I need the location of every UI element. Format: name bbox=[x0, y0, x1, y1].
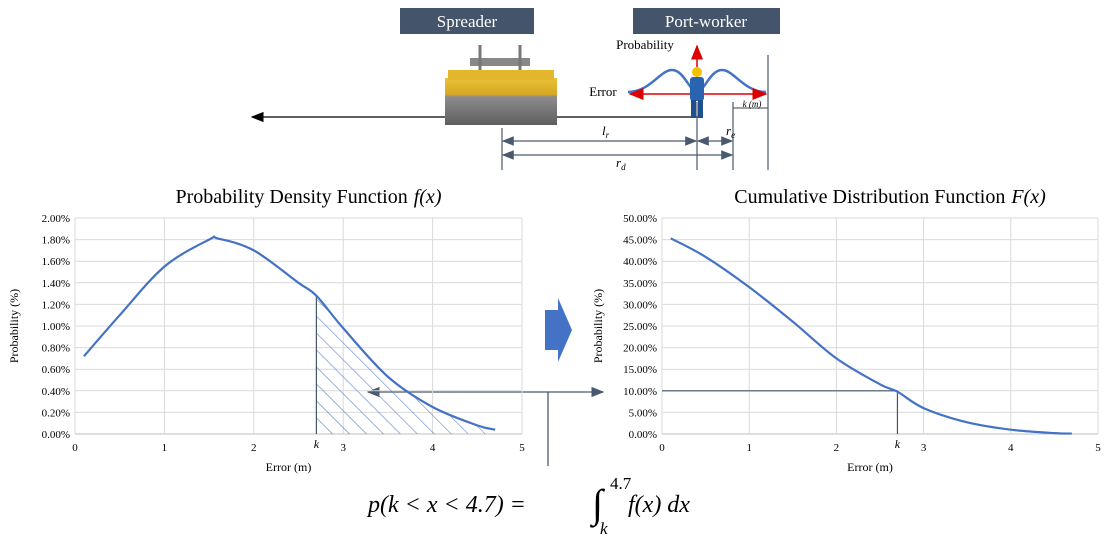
y-tick-label: 30.00% bbox=[623, 299, 657, 311]
y-tick-label: 1.00% bbox=[42, 321, 70, 333]
y-axis-label: Probability (%) bbox=[7, 289, 21, 363]
y-tick-label: 50.00% bbox=[623, 213, 657, 225]
re-symbol: r bbox=[726, 123, 732, 138]
title-math: F(x) bbox=[1010, 186, 1046, 208]
x-tick-label: 3 bbox=[340, 442, 346, 454]
formula: p(k < x < 4.7) = bbox=[366, 492, 526, 518]
re-sub: e bbox=[731, 130, 735, 140]
k-label: k (m) bbox=[743, 99, 762, 109]
line-series bbox=[670, 237, 1072, 435]
y-tick-label: 5.00% bbox=[629, 407, 657, 419]
y-tick-label: 15.00% bbox=[623, 364, 657, 376]
lr-label: lr bbox=[602, 123, 610, 140]
y-tick-label: 0.00% bbox=[42, 429, 70, 441]
chart-title: Probability Density Function f(x) bbox=[176, 186, 442, 208]
diagram: Spreader Port-worker Probability Error k… bbox=[250, 8, 780, 172]
re-label: re bbox=[726, 123, 735, 140]
chart-title: Cumulative Distribution Function F(x) bbox=[734, 186, 1046, 208]
probability-label: Probability bbox=[616, 37, 674, 52]
y-tick-label: 0.20% bbox=[42, 407, 70, 419]
rd-symbol: r bbox=[616, 155, 622, 170]
y-tick-label: 0.00% bbox=[629, 429, 657, 441]
worker-icon bbox=[690, 67, 704, 118]
y-tick-label: 20.00% bbox=[623, 343, 657, 355]
k-label: k bbox=[895, 437, 901, 451]
y-tick-label: 0.60% bbox=[42, 364, 70, 376]
shaded-area bbox=[316, 295, 496, 434]
y-axis-label: Probability (%) bbox=[591, 289, 605, 363]
rd-sub: d bbox=[621, 162, 626, 172]
y-tick-label: 1.40% bbox=[42, 278, 70, 290]
y-tick-label: 1.80% bbox=[42, 235, 70, 247]
port-worker-label: Port-worker bbox=[665, 12, 747, 31]
x-tick-label: 1 bbox=[746, 442, 752, 454]
x-tick-label: 2 bbox=[251, 442, 257, 454]
spreader-icon bbox=[445, 45, 557, 125]
k-label: k bbox=[314, 437, 320, 451]
y-tick-label: 0.80% bbox=[42, 343, 70, 355]
y-tick-label: 10.00% bbox=[623, 386, 657, 398]
integral-sign: ∫ bbox=[589, 481, 606, 528]
label-box bbox=[633, 8, 780, 34]
dimension-lines bbox=[501, 55, 769, 170]
lr-sub: r bbox=[606, 130, 610, 140]
x-tick-label: 0 bbox=[659, 442, 665, 454]
y-tick-label: 25.00% bbox=[623, 321, 657, 333]
y-tick-label: 1.60% bbox=[42, 256, 70, 268]
error-label: Error bbox=[589, 84, 617, 99]
y-tick-label: 35.00% bbox=[623, 278, 657, 290]
y-tick-label: 2.00% bbox=[42, 213, 70, 225]
formula-integrand: f(x) dx bbox=[628, 492, 690, 518]
x-tick-label: 0 bbox=[72, 442, 78, 454]
x-tick-label: 4 bbox=[430, 442, 436, 454]
lr-symbol: l bbox=[602, 123, 606, 138]
line-series bbox=[83, 235, 496, 431]
title-text: Probability Density Function bbox=[176, 186, 408, 208]
formula-lhs: p(k < x < 4.7) = bbox=[366, 492, 526, 518]
x-axis-label: Error (m) bbox=[847, 460, 893, 474]
rd-label: rd bbox=[616, 155, 626, 172]
y-tick-label: 45.00% bbox=[623, 235, 657, 247]
x-tick-label: 2 bbox=[834, 442, 840, 454]
formula-lower: k bbox=[600, 519, 608, 538]
x-axis-label: Error (m) bbox=[266, 460, 312, 474]
x-tick-label: 5 bbox=[1095, 442, 1101, 454]
formula-upper: 4.7 bbox=[610, 474, 632, 493]
x-tick-label: 1 bbox=[162, 442, 168, 454]
x-tick-label: 5 bbox=[519, 442, 525, 454]
spreader-label: Spreader bbox=[437, 12, 498, 31]
x-tick-label: 4 bbox=[1008, 442, 1014, 454]
transform-arrow bbox=[545, 298, 572, 362]
title-text: Cumulative Distribution Function bbox=[734, 186, 1005, 208]
y-tick-label: 40.00% bbox=[623, 256, 657, 268]
x-tick-label: 3 bbox=[921, 442, 927, 454]
label-box bbox=[400, 8, 534, 34]
y-tick-label: 0.40% bbox=[42, 386, 70, 398]
y-tick-label: 1.20% bbox=[42, 299, 70, 311]
title-math: f(x) bbox=[414, 186, 442, 208]
